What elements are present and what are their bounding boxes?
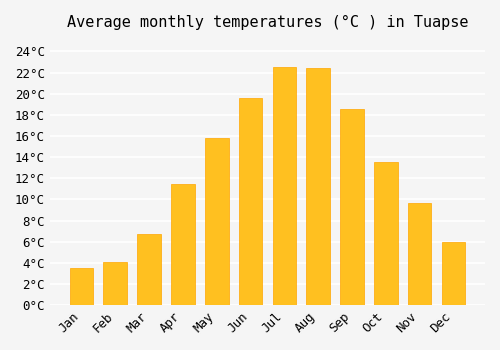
Bar xyxy=(340,108,364,305)
Bar xyxy=(408,203,432,305)
Bar xyxy=(306,68,330,305)
Bar xyxy=(171,183,194,305)
Bar xyxy=(70,268,94,305)
Bar xyxy=(238,98,262,305)
Bar xyxy=(442,241,465,305)
Title: Average monthly temperatures (°C ) in Tuapse: Average monthly temperatures (°C ) in Tu… xyxy=(66,15,468,30)
Bar xyxy=(138,234,161,305)
Bar xyxy=(205,138,229,305)
Bar xyxy=(104,262,127,305)
Bar xyxy=(272,67,296,305)
Bar xyxy=(374,162,398,305)
